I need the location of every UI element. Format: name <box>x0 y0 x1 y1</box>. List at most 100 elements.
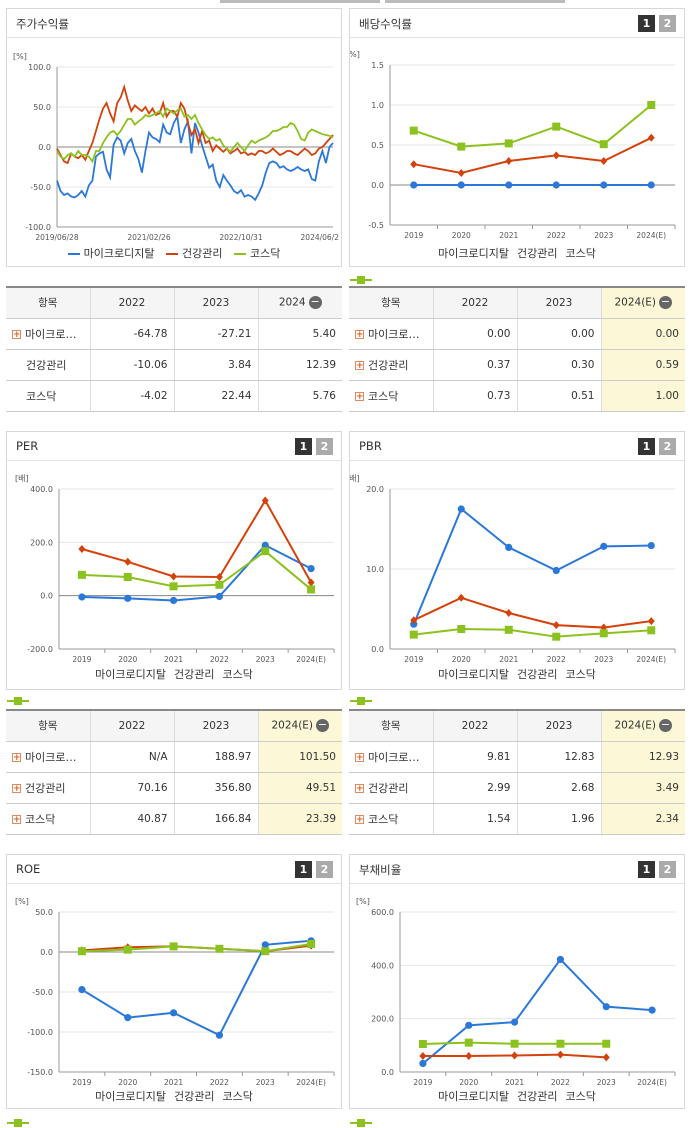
view-2-button[interactable]: 2 <box>659 861 676 878</box>
data-point <box>647 101 656 109</box>
data-point <box>215 1031 224 1039</box>
legend-item[interactable]: 건강관리 <box>350 666 557 705</box>
data-point <box>78 593 86 601</box>
legend-item[interactable]: 코스닥 <box>350 1088 596 1127</box>
data-point <box>505 157 513 165</box>
x-tick-label: 2020 <box>452 231 471 240</box>
unit-label: [%] <box>356 897 370 906</box>
expand-icon[interactable]: + <box>355 753 364 763</box>
view-1-button[interactable]: 1 <box>295 861 312 878</box>
table-cell: 5.40 <box>258 318 342 350</box>
expand-icon[interactable]: + <box>12 753 21 763</box>
series-line <box>413 596 652 629</box>
data-point <box>78 986 86 994</box>
data-point <box>170 572 178 581</box>
series-line <box>81 498 312 583</box>
roe-chart: [%] 50.0 0.0 -50.0 -100.0 -150.0 2019 2020 2021 2… <box>15 897 335 1087</box>
table-cell: 1.00 <box>601 380 685 412</box>
legend-item[interactable]: 마이크로디지탈 <box>7 1088 166 1127</box>
table-cell: 0.00 <box>517 318 602 350</box>
series-line <box>56 107 334 164</box>
y-tick-label: 0.0 <box>371 181 384 190</box>
data-point <box>307 940 316 948</box>
legend-marker-icon <box>350 276 372 284</box>
legend-item[interactable]: 마이크로디지탈 <box>350 666 509 705</box>
table-cell: 356.80 <box>174 772 259 804</box>
x-tick-label: 2024(E) <box>636 231 666 240</box>
view-2-button[interactable]: 2 <box>659 15 676 32</box>
expand-icon[interactable]: + <box>12 330 21 340</box>
expand-icon[interactable]: + <box>355 392 364 402</box>
view-1-button[interactable]: 1 <box>638 15 655 32</box>
data-point <box>552 181 560 189</box>
data-point <box>457 181 465 189</box>
legend-item[interactable]: 건강관리 <box>350 1088 558 1127</box>
data-point <box>556 955 565 964</box>
row-label-text: 마이크로… <box>25 327 77 341</box>
data-point <box>77 947 86 956</box>
collapse-icon[interactable]: − <box>308 295 322 310</box>
pbr-chart: [배] 20.0 10.0 0.0 2019 2020 2021 2022 2023 2024(E… <box>350 474 676 664</box>
table-row: + 건강관리 70.16 356.80 49.51 <box>6 772 342 804</box>
column-header: 2022 <box>90 710 175 742</box>
y-tick-label: 0.0 <box>381 1068 394 1077</box>
expand-icon[interactable]: + <box>12 784 21 794</box>
collapse-icon[interactable]: − <box>659 718 673 733</box>
collapse-icon[interactable]: − <box>659 295 673 310</box>
dividend-yield-panel: 배당수익률 1 2 [%] 1.5 1.0 0.5 0.0 -0.5 2019 2020 202… <box>349 8 685 284</box>
legend-item[interactable]: 코스닥 <box>350 666 596 705</box>
legend-item[interactable]: 건강관리 <box>7 666 214 705</box>
legend-label: 코스닥 <box>565 1090 596 1103</box>
column-header: 2024(E) − <box>258 710 342 742</box>
collapse-icon[interactable]: − <box>316 718 330 733</box>
data-point <box>600 542 608 550</box>
legend-item[interactable]: 마이크로디지탈 <box>350 1088 509 1127</box>
x-tick-label: 2022 <box>210 655 229 664</box>
legend-label: 건강관리 <box>516 1090 558 1103</box>
legend: 마이크로디지탈 건강관리 코스닥 <box>7 666 341 705</box>
legend-item[interactable]: 코스닥 <box>7 1088 253 1127</box>
y-tick-label: -0.5 <box>368 221 384 230</box>
legend-item[interactable]: 코스닥 <box>233 245 280 261</box>
row-label: + 건강관리 <box>349 772 434 804</box>
data-point <box>357 1119 365 1127</box>
table-row: + 코스닥 1.54 1.96 2.34 <box>349 803 685 835</box>
expand-icon[interactable]: + <box>355 330 364 340</box>
table-cell: 2.34 <box>601 803 685 835</box>
expand-icon[interactable]: + <box>355 784 364 794</box>
legend-item[interactable]: 마이크로디지탈 <box>7 666 166 705</box>
table-cell: 0.00 <box>433 318 518 350</box>
legend-item[interactable]: 건강관리 <box>165 245 222 261</box>
row-label: + 마이크로… <box>349 318 434 350</box>
row-label: + 코스닥 <box>6 803 91 835</box>
legend-item[interactable]: 코스닥 <box>350 245 596 284</box>
expand-icon[interactable]: + <box>355 815 364 825</box>
data-point <box>552 566 560 575</box>
table-cell: 2.99 <box>433 772 518 804</box>
y-tick-label: 400.0 <box>30 485 53 494</box>
expand-icon[interactable]: + <box>12 815 21 825</box>
legend-marker-icon <box>7 697 29 705</box>
data-point <box>409 126 418 135</box>
table-cell: 0.37 <box>433 349 518 381</box>
view-2-button[interactable]: 2 <box>316 861 333 878</box>
legend-item[interactable]: 건강관리 <box>350 245 557 284</box>
price-return-table: 항목 2022 2023 2024− + 마이크로… -64.78 -27.21 5.40 건강관… <box>6 286 342 412</box>
x-tick-label: 2022 <box>210 1078 229 1087</box>
data-point <box>647 181 655 189</box>
legend-item[interactable]: 마이크로디지탈 <box>67 245 154 261</box>
view-1-button[interactable]: 1 <box>638 438 655 455</box>
view-1-button[interactable]: 1 <box>295 438 312 455</box>
view-2-button[interactable]: 2 <box>659 438 676 455</box>
view-1-button[interactable]: 1 <box>638 861 655 878</box>
x-tick-label: 2024(E) <box>637 1078 667 1087</box>
expand-icon[interactable]: + <box>355 361 364 371</box>
legend-item[interactable]: 건강관리 <box>7 1088 214 1127</box>
data-point <box>602 1053 610 1062</box>
data-point <box>169 942 178 951</box>
legend-item[interactable]: 마이크로디지탈 <box>350 245 509 284</box>
table-row: + 건강관리 2.99 2.68 3.49 <box>349 772 685 804</box>
legend-item[interactable]: 코스닥 <box>7 666 253 705</box>
legend: 마이크로디지탈 건강관리 코스닥 <box>7 245 341 261</box>
view-2-button[interactable]: 2 <box>316 438 333 455</box>
